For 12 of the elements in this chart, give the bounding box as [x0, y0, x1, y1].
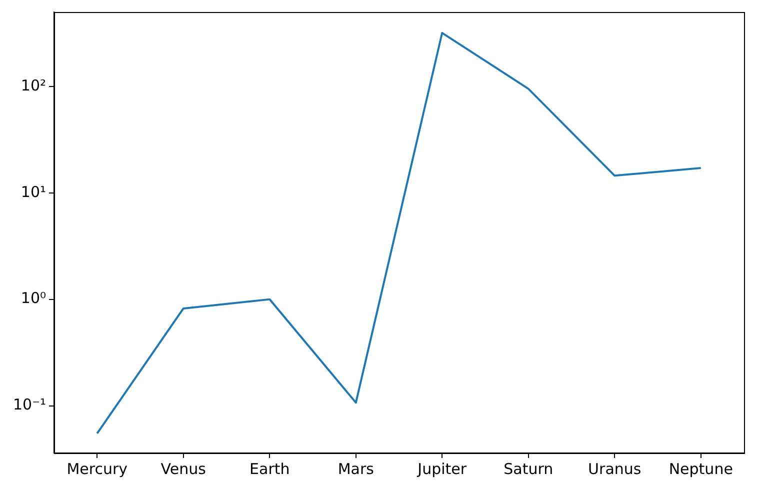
y-tick-label: 10⁰ [20, 289, 46, 308]
x-tick-label: Venus [160, 460, 206, 478]
x-tick-label: Uranus [588, 460, 642, 478]
x-tick-label: Earth [250, 460, 290, 478]
y-tick-label: 10² [20, 76, 46, 94]
x-tick-label: Saturn [504, 460, 554, 478]
x-tick-label: Mercury [66, 460, 128, 478]
y-tick-label: 10⁻¹ [12, 396, 46, 414]
y-tick-label: 10¹ [20, 182, 46, 201]
x-tick-label: Mars [338, 460, 374, 478]
x-tick-label: Jupiter [416, 460, 468, 478]
x-tick-label: Neptune [668, 460, 733, 478]
